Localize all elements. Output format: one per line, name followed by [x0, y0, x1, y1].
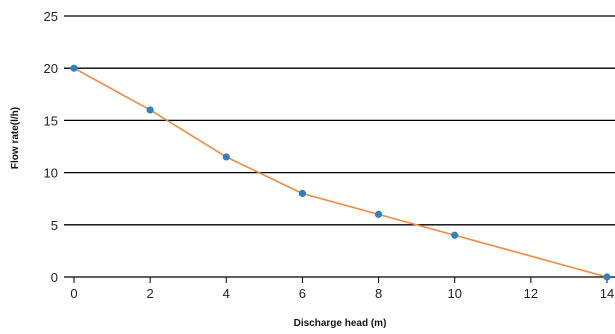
y-axis-title: Flow rate(l/h) — [10, 107, 21, 169]
x-axis-ticks: 0 2 4 6 8 10 12 14 — [70, 277, 614, 301]
gridlines — [64, 16, 615, 277]
y-tick-label: 0 — [51, 270, 58, 285]
x-tick-label: 4 — [223, 286, 230, 301]
y-axis-ticks: 0 5 10 15 20 25 — [44, 9, 58, 285]
data-point — [70, 65, 77, 72]
x-tick-label: 12 — [524, 286, 538, 301]
x-tick-label: 2 — [147, 286, 154, 301]
x-axis-title: Discharge head (m) — [294, 318, 387, 329]
x-tick-label: 8 — [375, 286, 382, 301]
data-point — [451, 232, 458, 239]
y-tick-label: 25 — [44, 9, 58, 24]
data-point — [223, 153, 230, 160]
data-point — [603, 273, 610, 280]
y-tick-label: 5 — [51, 218, 58, 233]
data-point — [299, 190, 306, 197]
y-tick-label: 20 — [44, 61, 58, 76]
x-tick-label: 6 — [299, 286, 306, 301]
y-tick-label: 15 — [44, 113, 58, 128]
data-point — [147, 106, 154, 113]
x-tick-label: 10 — [447, 286, 461, 301]
x-tick-label: 0 — [70, 286, 77, 301]
data-point — [375, 211, 382, 218]
x-tick-label: 14 — [600, 286, 614, 301]
y-tick-label: 10 — [44, 166, 58, 181]
